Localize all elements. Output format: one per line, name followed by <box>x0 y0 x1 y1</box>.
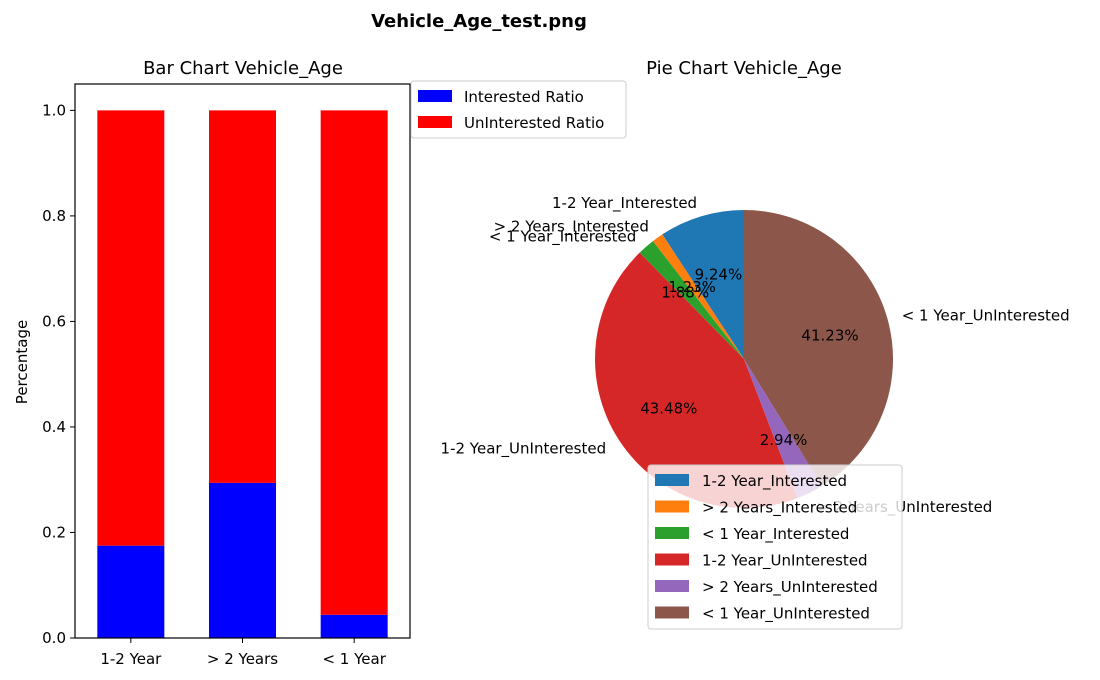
pie-percent-label: 9.24% <box>695 265 743 283</box>
bar-chart-title: Bar Chart Vehicle_Age <box>143 58 343 79</box>
pie-chart-title: Pie Chart Vehicle_Age <box>646 58 842 79</box>
pie-chart-legend: 1-2 Year_Interested > 2 Years_Interested <… <box>647 464 903 630</box>
bar-segment <box>320 614 388 638</box>
bar-segment <box>97 545 165 638</box>
pie-slice-label: 1-2 Year_Interested <box>552 194 697 213</box>
pie-slice <box>662 210 744 359</box>
legend-swatch <box>655 500 689 513</box>
legend-label: UnInterested Ratio <box>464 114 604 132</box>
bar-chart-panel: Bar Chart Vehicle_Age Percentage 1-2 Yea… <box>13 58 627 668</box>
x-tick-label: 1-2 Year <box>100 650 162 668</box>
pie-slice <box>744 210 893 486</box>
y-tick-label: 1.0 <box>42 101 66 119</box>
pie-slice <box>744 359 823 499</box>
legend-label: < 1 Year_Interested <box>702 525 849 544</box>
pie-slice <box>652 234 744 359</box>
x-tick-label: < 1 Year <box>322 650 386 668</box>
pie-slice <box>639 241 744 359</box>
pie-slice <box>595 252 798 508</box>
pie-chart-labels: 9.24% 1-2 Year_Interested 1.23% > 2 Years_I… <box>441 194 1070 517</box>
legend-swatch <box>655 474 689 486</box>
pie-percent-label: 41.23% <box>801 327 858 345</box>
bar-chart-frame <box>74 83 411 639</box>
legend-frame <box>410 80 627 139</box>
x-tick-label: > 2 Years <box>207 650 278 668</box>
legend-label: 1-2 Year_UnInterested <box>702 552 868 571</box>
legend-swatch <box>655 580 689 592</box>
y-tick-label: 0.4 <box>42 418 66 436</box>
pie-chart-panel: Pie Chart Vehicle_Age 9.24% 1-2 Year_Inte… <box>441 58 1070 630</box>
bar-chart-axes: 1-2 Year > 2 Years < 1 Year 0.0 0.2 0.4 0.6 0.8… <box>42 83 411 668</box>
pie-percent-label: 1.23% <box>668 278 716 296</box>
legend-swatch <box>418 116 452 128</box>
legend-label: Interested Ratio <box>464 88 584 106</box>
pie-chart-slices <box>595 210 893 508</box>
pie-percent-label: 43.48% <box>640 399 697 417</box>
bar-segment <box>209 482 276 638</box>
bar-segment <box>209 110 276 483</box>
pie-slice-label: < 1 Year_Interested <box>489 227 636 246</box>
pie-percent-label: 1.88% <box>661 284 709 302</box>
bar-segment <box>320 110 388 615</box>
legend-swatch <box>655 527 689 539</box>
bar-segment <box>97 110 165 546</box>
figure-title: Vehicle_Age_test.png <box>371 11 587 32</box>
y-tick-label: 0.0 <box>42 629 66 647</box>
legend-label: 1-2 Year_Interested <box>702 472 847 491</box>
bar-chart-legend: Interested Ratio UnInterested Ratio <box>410 80 627 139</box>
legend-label: > 2 Years_UnInterested <box>702 578 878 597</box>
legend-label: < 1 Year_UnInterested <box>702 605 870 624</box>
y-tick-label: 0.8 <box>42 207 66 225</box>
pie-slice-label: 1-2 Year_UnInterested <box>441 440 607 459</box>
legend-swatch <box>418 90 452 102</box>
y-tick-label: 0.2 <box>42 523 66 541</box>
bar-chart-y-axis-label: Percentage <box>13 320 31 404</box>
legend-frame <box>647 464 903 630</box>
legend-swatch <box>655 553 689 566</box>
bar-chart-marks <box>97 110 388 638</box>
y-tick-label: 0.6 <box>42 312 66 330</box>
pie-percent-label: 2.94% <box>760 431 808 449</box>
pie-slice-label: > 2 Years_Interested <box>494 218 649 237</box>
pie-slice-label: < 1 Year_UnInterested <box>902 306 1070 325</box>
legend-label: > 2 Years_Interested <box>702 499 857 518</box>
legend-swatch <box>655 606 689 619</box>
